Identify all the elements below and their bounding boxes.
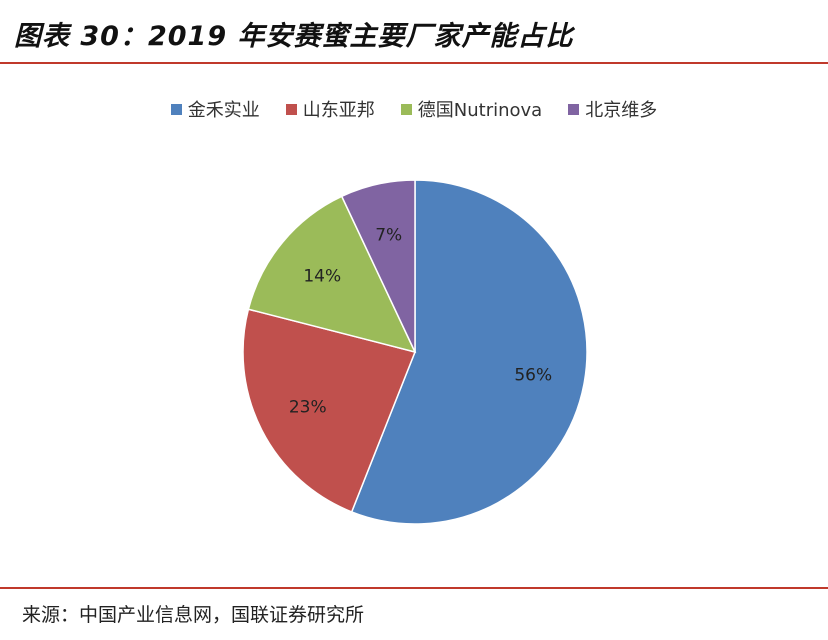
chart-title: 图表 30：2019 年安赛蜜主要厂家产能占比 [14,21,574,52]
data-label-2: 14% [303,266,341,286]
pie-slice-0 [350,179,588,525]
data-label-3: 7% [375,225,402,245]
legend-swatch [400,103,412,115]
legend-swatch [568,103,580,115]
data-label-0: 56% [514,366,552,386]
legend-label: 北京维多 [585,100,658,121]
legend-swatch [285,103,297,115]
source-note: 来源：中国产业信息网，国联证券研究所 [22,604,365,626]
legend-label: 德国Nutrinova [417,100,543,121]
legend-item: 金禾实业 [170,96,260,122]
top-divider [0,62,828,64]
legend-swatch [170,103,182,115]
legend-item: 山东亚邦 [285,96,375,122]
legend: 金禾实业 山东亚邦 德国Nutrinova 北京维多 [0,96,828,122]
pie-slice-3 [340,179,416,353]
legend-label: 山东亚邦 [302,100,375,121]
legend-item: 德国Nutrinova [400,96,543,122]
pie-slice-1 [242,308,417,513]
bottom-divider [0,587,828,589]
pie-slice-2 [247,195,417,354]
legend-item: 北京维多 [568,96,657,122]
data-label-1: 23% [289,398,327,418]
legend-label: 金禾实业 [187,100,260,121]
